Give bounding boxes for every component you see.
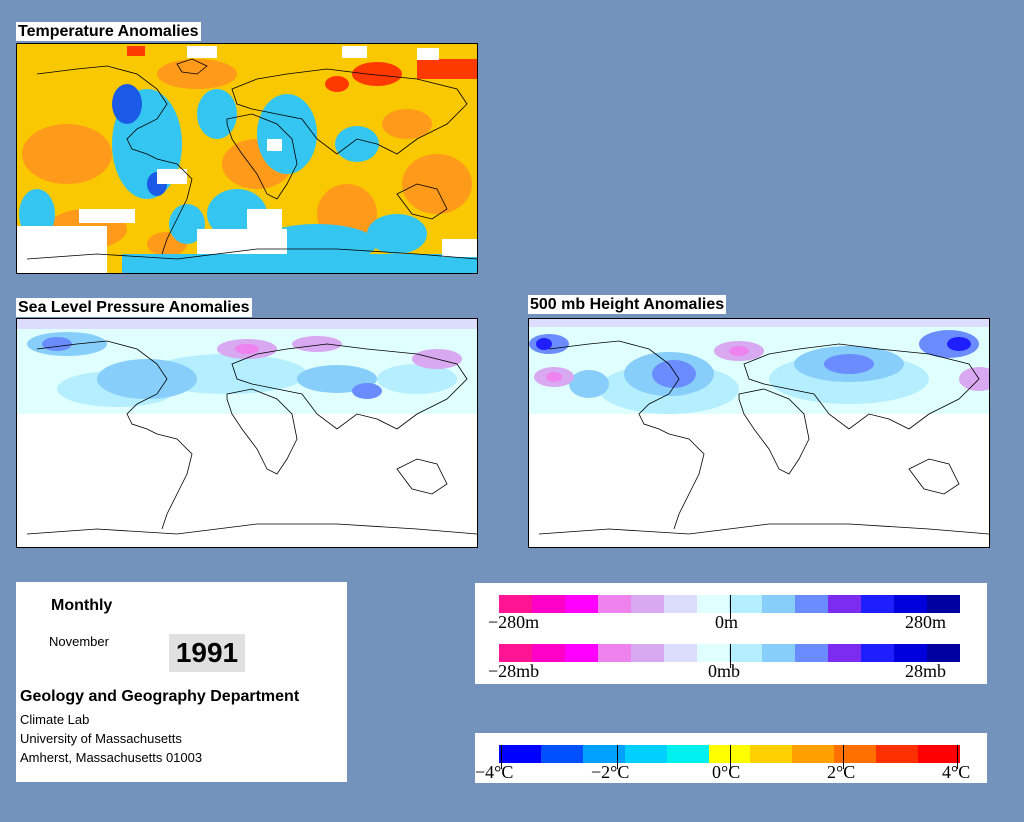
height-zero-tick xyxy=(730,595,731,619)
height-swatch-7 xyxy=(729,595,763,613)
height-swatch-0 xyxy=(499,595,532,613)
temperature-swatch-0 xyxy=(499,745,541,763)
height-label-max: 280m xyxy=(905,612,947,632)
period-label: Monthly xyxy=(51,597,113,614)
temperature-swatch-1 xyxy=(540,745,583,763)
height-label-zero: 0m xyxy=(715,612,739,632)
pressure-label-min: −28mb xyxy=(488,661,540,681)
height-swatch-10 xyxy=(828,595,862,613)
department-label: Geology and Geography Department xyxy=(20,688,300,705)
temperature-legend: −4°C −2°C 0°C 2°C 4°C xyxy=(475,733,987,783)
temp-label-plus4: 4°C xyxy=(942,762,971,782)
temp-label-plus2: 2°C xyxy=(827,762,856,782)
lab-label: Climate Lab xyxy=(20,712,90,727)
year-label: 1991 xyxy=(169,634,245,672)
height-swatch-3 xyxy=(597,595,631,613)
temperature-swatch-7 xyxy=(792,745,835,763)
temperature-swatch-4 xyxy=(666,745,709,763)
temperature-swatch-3 xyxy=(624,745,667,763)
temp-tick-minus4 xyxy=(501,745,502,769)
temperature-swatch-2 xyxy=(582,745,625,763)
pressure-swatch-6 xyxy=(696,644,730,662)
pressure-swatch-3 xyxy=(597,644,631,662)
height-label-min: −280m xyxy=(488,612,540,632)
pressure-swatch-13 xyxy=(926,644,960,662)
temperature-swatch-9 xyxy=(876,745,919,763)
pressure-swatch-2 xyxy=(564,644,598,662)
500mb-height-map xyxy=(528,318,990,548)
pressure-swatch-11 xyxy=(861,644,895,662)
pressure-label-zero: 0mb xyxy=(708,661,741,681)
temp-tick-minus2 xyxy=(617,745,618,769)
height-pressure-legend: −280m 0m 280m −28mb 0mb 28mb xyxy=(475,583,987,684)
temp-label-minus4: −4°C xyxy=(475,762,514,782)
sea-level-pressure-map xyxy=(16,318,478,548)
height-swatch-8 xyxy=(762,595,796,613)
height-swatch-2 xyxy=(564,595,598,613)
height-swatch-11 xyxy=(861,595,895,613)
temp-label-minus2: −2°C xyxy=(591,762,630,782)
temperature-color-scale xyxy=(499,745,960,763)
pressure-swatch-7 xyxy=(729,644,763,662)
temp-label-zero: 0°C xyxy=(712,762,741,782)
h500-map-title: 500 mb Height Anomalies xyxy=(528,295,727,314)
pressure-label-max: 28mb xyxy=(905,661,947,681)
slp-map-title: Sea Level Pressure Anomalies xyxy=(16,298,252,317)
pressure-swatch-12 xyxy=(894,644,927,662)
temp-tick-plus2 xyxy=(843,745,844,769)
temp-tick-zero xyxy=(730,745,731,769)
height-swatch-13 xyxy=(926,595,960,613)
address-label: Amherst, Massachusetts 01003 xyxy=(20,750,203,765)
height-swatch-4 xyxy=(630,595,664,613)
height-swatch-5 xyxy=(663,595,697,613)
temperature-swatch-6 xyxy=(750,745,793,763)
pressure-swatch-5 xyxy=(663,644,697,662)
temperature-swatch-5 xyxy=(708,745,751,763)
pressure-swatch-1 xyxy=(531,644,565,662)
height-swatch-12 xyxy=(894,595,927,613)
university-label: University of Massachusetts xyxy=(20,731,182,746)
info-panel: Monthly November 1991 Geology and Geogra… xyxy=(16,582,347,782)
pressure-swatch-9 xyxy=(795,644,829,662)
height-color-scale xyxy=(499,595,960,613)
height-swatch-6 xyxy=(696,595,730,613)
height-swatch-1 xyxy=(531,595,565,613)
slp-map-graphic xyxy=(17,319,477,535)
temperature-map-title: Temperature Anomalies xyxy=(16,22,201,41)
pressure-swatch-8 xyxy=(762,644,796,662)
pressure-swatch-0 xyxy=(499,644,532,662)
temperature-swatch-8 xyxy=(834,745,877,763)
temperature-anomaly-map xyxy=(16,43,478,274)
pressure-color-scale xyxy=(499,644,960,662)
temperature-map-graphic xyxy=(17,44,477,273)
height-swatch-9 xyxy=(795,595,829,613)
month-label: November xyxy=(49,634,109,649)
pressure-swatch-10 xyxy=(828,644,862,662)
temperature-swatch-10 xyxy=(918,745,960,763)
pressure-swatch-4 xyxy=(630,644,664,662)
pressure-zero-tick xyxy=(730,644,731,668)
temp-tick-plus4 xyxy=(957,745,958,769)
h500-map-graphic xyxy=(529,319,989,535)
